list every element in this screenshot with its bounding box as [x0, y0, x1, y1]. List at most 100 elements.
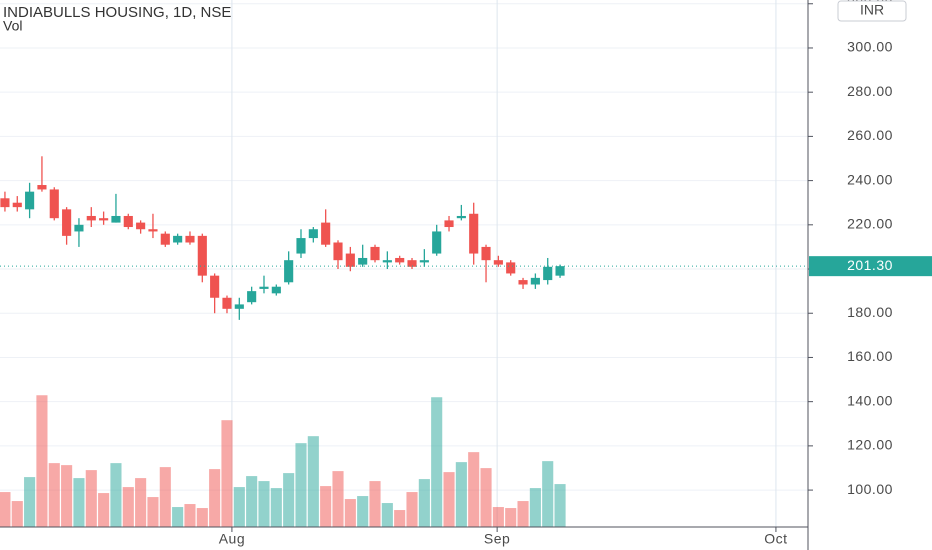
candle-body	[518, 280, 528, 285]
volume-bar	[406, 492, 418, 527]
volume-bar	[233, 487, 245, 527]
candle-body	[530, 277, 540, 285]
y-tick-label: 180.00	[847, 304, 893, 320]
volume-bar	[11, 501, 23, 527]
candle-body	[111, 215, 121, 223]
y-tick-label: 100.00	[847, 481, 893, 497]
volume-bar	[381, 503, 393, 527]
volume-layer	[0, 395, 566, 527]
volume-bar	[505, 508, 517, 527]
volume-bar	[283, 473, 295, 527]
volume-bar	[307, 436, 319, 527]
candle-body	[506, 262, 516, 274]
candle-body	[358, 257, 368, 265]
volume-bar	[554, 484, 566, 527]
candle-body	[222, 297, 232, 309]
y-tick-label: 240.00	[847, 171, 893, 187]
y-tick-label: 260.00	[847, 127, 893, 143]
candle-body	[0, 198, 10, 208]
volume-bar	[369, 481, 381, 527]
candle-body	[382, 260, 392, 263]
volume-bar	[418, 479, 430, 527]
volume-bar	[431, 397, 443, 527]
candle-body	[99, 218, 109, 221]
last-price-tag	[809, 256, 932, 277]
volume-bar	[394, 510, 406, 527]
volume-bar	[357, 496, 369, 527]
x-tick-label: Sep	[484, 531, 510, 547]
last-price-label: 201.30	[847, 257, 893, 273]
y-tick-label: 280.00	[847, 83, 893, 99]
candle-body	[493, 260, 503, 265]
volume-bar	[295, 443, 307, 527]
candle-body	[395, 257, 405, 263]
volume-bar	[492, 507, 504, 527]
candle-body	[555, 266, 565, 276]
candle-body	[333, 242, 343, 261]
candle-body	[247, 291, 257, 303]
candle-body	[271, 286, 281, 294]
volume-bar	[110, 463, 122, 527]
y-tick-label: 120.00	[847, 437, 893, 453]
candle-body	[62, 209, 72, 236]
candle-body	[74, 224, 84, 232]
x-tick-label: Aug	[219, 531, 245, 547]
candle-body	[136, 222, 146, 230]
candle-body	[284, 260, 294, 283]
candle-body	[86, 215, 96, 221]
axis-layer: 100.00120.00140.00160.00180.00200.00220.…	[219, 0, 932, 547]
candle-body	[185, 235, 195, 243]
volume-bar	[172, 507, 184, 527]
y-tick-label: 160.00	[847, 348, 893, 364]
candle-body	[197, 235, 207, 276]
volume-bar	[270, 488, 282, 527]
volume-bar	[147, 497, 159, 527]
candle-body	[210, 275, 220, 298]
volume-bar	[542, 461, 554, 527]
x-tick-label: Oct	[764, 531, 787, 547]
candle-body	[173, 235, 183, 243]
volume-bar	[196, 508, 208, 527]
volume-bar	[135, 478, 147, 527]
candle-body	[481, 246, 491, 261]
candle-body	[407, 260, 417, 267]
volume-bar	[332, 471, 344, 527]
candle-body	[296, 238, 306, 254]
candle-body	[49, 189, 59, 219]
candle-body	[25, 191, 35, 210]
volume-bar	[468, 452, 480, 527]
volume-bar	[209, 469, 221, 527]
volume-bar	[85, 470, 97, 527]
candle-body	[444, 220, 454, 228]
candle-body	[543, 266, 553, 281]
candle-body	[160, 233, 170, 245]
candle-body	[123, 215, 133, 228]
candle-body	[345, 253, 355, 267]
candle-body	[148, 229, 158, 232]
candle-body	[12, 202, 22, 208]
volume-bar	[36, 395, 48, 527]
volume-label: Vol	[3, 18, 22, 34]
volume-bar	[0, 492, 11, 527]
volume-bar	[98, 493, 110, 527]
volume-bar	[258, 481, 270, 527]
volume-bar	[443, 472, 455, 527]
volume-bar	[221, 420, 233, 527]
volume-bar	[455, 462, 467, 527]
volume-bar	[320, 486, 332, 527]
currency-label[interactable]: INR	[860, 2, 884, 18]
candle-body	[432, 231, 442, 254]
volume-bar	[480, 468, 492, 527]
y-tick-label: 220.00	[847, 216, 893, 232]
candle-body	[37, 185, 47, 190]
volume-bar	[159, 467, 171, 527]
volume-bar	[344, 499, 356, 527]
volume-bar	[529, 488, 541, 527]
volume-bar	[517, 501, 529, 527]
currency-button[interactable]	[837, 0, 907, 22]
y-tick-label: 140.00	[847, 392, 893, 408]
volume-bar	[24, 477, 36, 527]
grid	[0, 0, 808, 527]
candle-body	[234, 304, 244, 309]
